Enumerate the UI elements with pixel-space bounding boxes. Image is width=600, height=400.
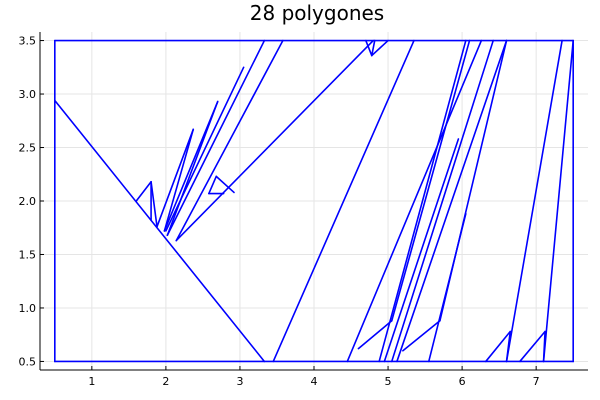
polygon-edges	[54, 39, 574, 363]
polygon-edge	[156, 128, 195, 228]
polygon-edge	[396, 39, 508, 363]
polygon-edge	[505, 39, 563, 363]
x-tick-label: 5	[385, 375, 392, 388]
polygon-edge	[378, 39, 467, 363]
x-tick-label: 6	[459, 375, 466, 388]
chart-title: 28 polygones	[250, 1, 384, 25]
polygon-edge	[135, 180, 152, 202]
polygon-edge	[357, 319, 393, 350]
polygon-edge	[370, 39, 389, 57]
polygon-edge	[208, 175, 218, 195]
polygon-edge	[175, 39, 284, 242]
polygon-edge	[166, 39, 266, 237]
x-tick-label: 4	[311, 375, 318, 388]
polygon-edge	[427, 213, 467, 363]
polygon-edge	[215, 175, 235, 194]
polygon-edge	[166, 100, 219, 237]
polygon-edge	[165, 66, 245, 232]
x-tick-label: 1	[88, 375, 95, 388]
polygon-edge	[150, 180, 158, 228]
polygon-edge	[346, 39, 483, 363]
polygon-edge	[163, 128, 195, 232]
x-tick-label: 7	[533, 375, 540, 388]
polygon-edge	[519, 330, 546, 363]
polygon-edge	[485, 330, 512, 363]
polygon-edge	[272, 39, 415, 363]
axes: 1 2 3 4 5 6 7 0.5 1.0 1.5 2.0 2.5 3.0 3.5	[19, 32, 588, 388]
polygon-edge	[390, 39, 471, 322]
polygon-edge	[402, 319, 441, 352]
polygon-edge	[54, 99, 266, 363]
polygon-edge	[175, 39, 375, 242]
polygon-edge	[370, 39, 376, 57]
x-tick-label: 3	[236, 375, 243, 388]
polygon-edge	[542, 39, 574, 363]
y-tick-label: 2.0	[19, 195, 37, 208]
polygon-edge	[390, 39, 495, 363]
y-tick-label: 2.5	[19, 142, 37, 155]
polygon-edge	[383, 138, 460, 363]
x-tick-label: 2	[162, 375, 169, 388]
y-tick-label: 3.5	[19, 35, 37, 48]
y-tick-label: 1.5	[19, 248, 37, 261]
grid-lines	[40, 32, 588, 370]
y-tick-label: 3.0	[19, 88, 37, 101]
y-tick-label: 1.0	[19, 302, 37, 315]
y-tick-label: 0.5	[19, 355, 37, 368]
polygon-edge	[365, 39, 373, 57]
